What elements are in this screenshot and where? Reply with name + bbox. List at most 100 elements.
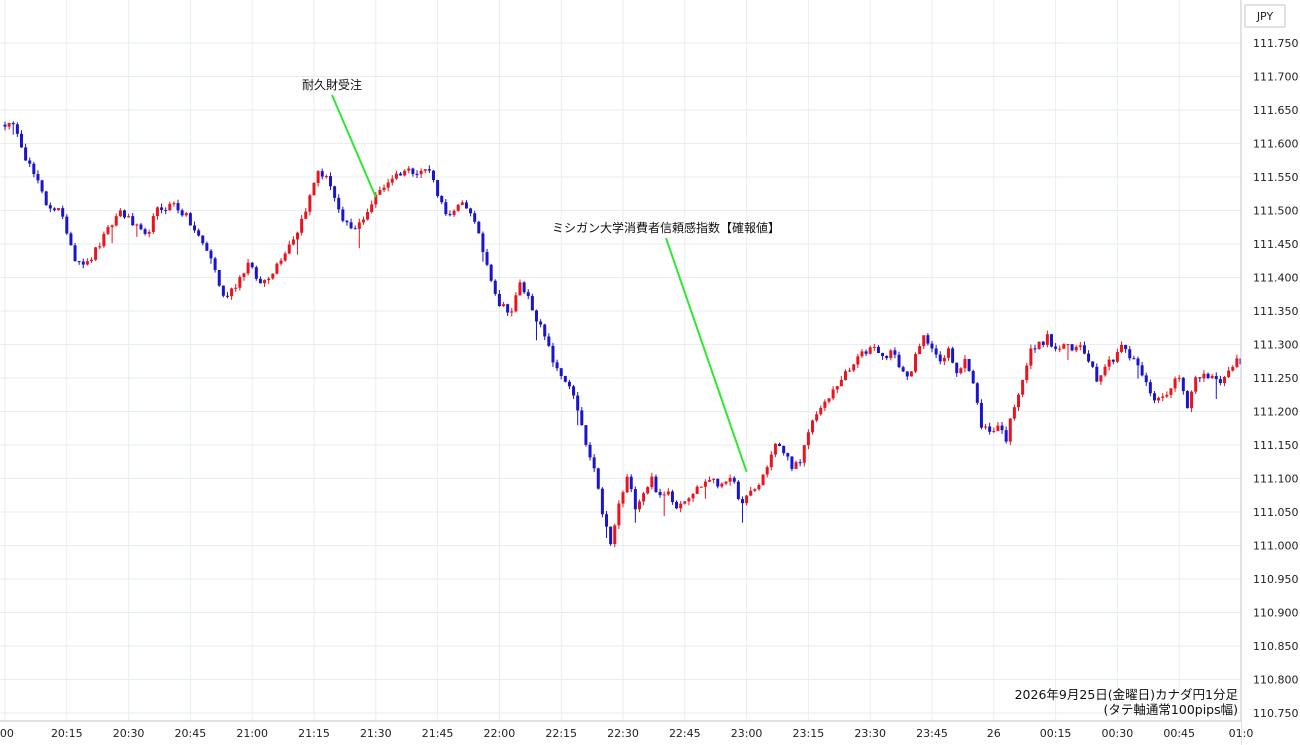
y-tick-label: 111.250: [1253, 372, 1299, 385]
x-tick-label: 22:45: [669, 727, 701, 740]
x-tick-label: 23:30: [854, 727, 886, 740]
candle-body: [926, 335, 930, 344]
x-tick-label: 21:00: [236, 727, 268, 740]
candle-body: [19, 133, 23, 148]
candle-body: [905, 371, 909, 377]
candle-body: [94, 247, 98, 260]
candle-body: [423, 169, 427, 171]
candle-body: [1218, 379, 1222, 383]
candle-body: [32, 163, 36, 175]
candle-body: [1062, 344, 1066, 349]
candle-body: [1070, 344, 1074, 351]
candle-body: [703, 481, 707, 487]
candle-body: [955, 362, 959, 374]
candle-body: [753, 489, 757, 491]
candle-body: [996, 425, 1000, 431]
candle-body: [1235, 358, 1239, 367]
candle-body: [1021, 380, 1025, 395]
candle-body: [143, 229, 147, 234]
candle-body: [551, 345, 555, 363]
candle-body: [436, 180, 440, 197]
candle-body: [378, 190, 382, 195]
candle-body: [411, 168, 415, 174]
candle-body: [242, 273, 246, 277]
candle-body: [815, 414, 819, 421]
candle-body: [914, 354, 918, 372]
candle-body: [1037, 341, 1041, 350]
y-tick-label: 110.900: [1253, 607, 1299, 620]
candle-body: [283, 253, 287, 261]
candle-body: [600, 488, 604, 515]
candle-body: [951, 348, 955, 363]
candle-body: [687, 498, 691, 502]
candle-body: [1140, 365, 1144, 376]
candle-body: [1111, 359, 1115, 362]
candle-body: [85, 261, 89, 265]
candle-body: [724, 481, 728, 484]
annotation-label: 耐久財受注: [302, 77, 362, 92]
candle-body: [1227, 370, 1231, 377]
x-tick-label: 22:15: [545, 727, 577, 740]
candle-body: [1008, 418, 1012, 442]
candle-body: [1058, 348, 1062, 350]
candle-body: [514, 295, 518, 312]
annotation-leader-line: [665, 237, 748, 473]
x-tick-label: 20:30: [113, 727, 145, 740]
candle-body: [275, 263, 279, 274]
candle-body: [576, 395, 580, 411]
candle-body: [361, 219, 365, 223]
candle-body: [267, 278, 271, 281]
candle-body: [118, 210, 122, 217]
candle-body: [456, 204, 460, 211]
candle-body: [403, 170, 407, 176]
candle-body: [333, 186, 337, 198]
candle-body: [394, 173, 398, 179]
candle-body: [605, 514, 609, 527]
candle-body: [1066, 344, 1070, 346]
candle-body: [308, 195, 312, 212]
annotation-leader-line: [331, 94, 377, 198]
candle-body: [901, 367, 905, 372]
candle-body: [11, 122, 15, 125]
candle-body: [584, 425, 588, 445]
y-tick-label: 111.700: [1253, 71, 1299, 84]
candle-body: [967, 359, 971, 371]
candle-body: [485, 252, 489, 265]
candle-body: [831, 389, 835, 399]
candle-body: [419, 170, 423, 175]
x-tick-label: 20:45: [175, 727, 207, 740]
candle-body: [1012, 407, 1016, 419]
candle-body: [1161, 396, 1165, 398]
candle-body: [469, 208, 473, 214]
candle-body: [798, 462, 802, 464]
candle-body: [592, 457, 596, 469]
x-tick-label: 01:0: [1229, 727, 1254, 740]
candle-body: [1128, 349, 1132, 359]
y-tick-label: 111.150: [1253, 439, 1299, 452]
candle-body: [1210, 376, 1214, 379]
candle-body: [786, 453, 790, 457]
candle-body: [843, 371, 847, 380]
y-tick-label: 111.450: [1253, 238, 1299, 251]
candle-body: [716, 478, 720, 487]
x-tick-label: 21:15: [298, 727, 330, 740]
candle-body: [61, 208, 65, 217]
candle-body: [662, 494, 666, 496]
candle-body: [979, 402, 983, 428]
candle-body: [225, 295, 229, 297]
candle-body: [201, 235, 205, 244]
candle-body: [312, 183, 316, 196]
candle-body: [683, 501, 687, 504]
candle-body: [876, 346, 880, 353]
candle-body: [135, 224, 139, 226]
candle-body: [963, 359, 967, 369]
candle-body: [625, 476, 629, 493]
candle-body: [374, 194, 378, 205]
y-tick-label: 111.300: [1253, 339, 1299, 352]
x-tick-label: 00:45: [1163, 727, 1195, 740]
candle-body: [679, 503, 683, 509]
candle-body: [40, 180, 44, 192]
candle-body: [258, 278, 262, 284]
candle-body: [1214, 376, 1218, 380]
candle-body: [526, 292, 530, 297]
